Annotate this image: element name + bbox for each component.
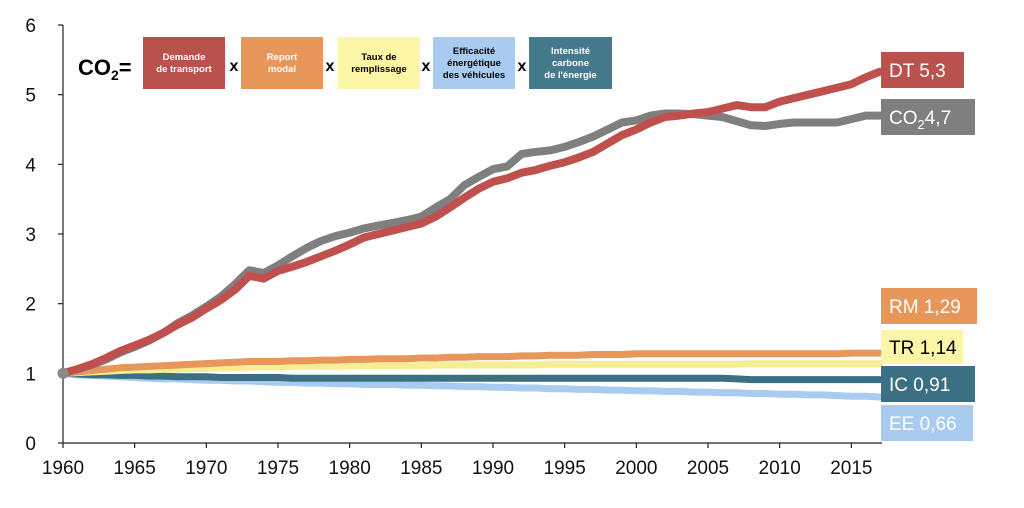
factor-box-bg — [529, 37, 612, 89]
end-label-dt: DT 5,3 — [881, 52, 964, 88]
series-lines — [57, 67, 884, 401]
x-tick-label: 1980 — [329, 458, 371, 479]
factor-box-label: Demande — [163, 52, 206, 63]
factor-box-label: modal — [268, 64, 296, 75]
y-tick-label: 5 — [25, 86, 36, 107]
end-label-text: RM 1,29 — [889, 297, 961, 318]
y-tick-label: 1 — [25, 364, 36, 385]
y-tick-label: 4 — [25, 155, 36, 176]
chart-axes: 0 1 2 3 4 5 6 1960 1965 1970 1975 1980 1985 1990 1995 2… — [25, 16, 882, 479]
y-tick-label: 3 — [25, 225, 36, 246]
end-label-text: TR 1,14 — [889, 338, 957, 359]
y-tick-label: 6 — [25, 16, 36, 37]
factor-box-label: énergétique — [447, 58, 501, 69]
end-label-tr: TR 1,14 — [881, 330, 963, 364]
end-label-bg — [881, 405, 973, 441]
factor-box-bg — [338, 37, 420, 89]
factor-box-bg — [143, 37, 225, 89]
factor-box-label: carbone — [552, 58, 589, 69]
factor-box-label: des véhicules — [443, 70, 505, 81]
multiply-sign: x — [518, 58, 527, 75]
end-label-bg — [881, 52, 964, 88]
x-tick-label: 1995 — [544, 458, 586, 479]
factor-box-label: remplissage — [351, 64, 406, 75]
x-tick-label: 1965 — [114, 458, 156, 479]
y-tick-label: 0 — [25, 434, 36, 455]
multiply-sign: x — [422, 58, 431, 75]
series-line-dt — [59, 67, 884, 378]
end-label-bg — [881, 330, 963, 364]
x-tick-label: 1960 — [42, 458, 84, 479]
end-label-bg — [881, 99, 975, 135]
end-label-text: IC 0,91 — [889, 375, 950, 396]
end-label-text: EE 0,66 — [889, 414, 957, 435]
factor-box-bg — [241, 37, 323, 89]
formula-co2-label: CO2= — [78, 55, 132, 83]
end-label-co2: CO24,7 — [881, 99, 975, 135]
multiply-sign: x — [326, 58, 335, 75]
series-line-co2 — [59, 109, 884, 378]
factor-box-label: de l'énergie — [544, 70, 596, 81]
x-tick-label: 2010 — [759, 458, 801, 479]
factor-box-label: Efficacité — [453, 46, 495, 57]
series-line-ic — [59, 369, 884, 384]
end-label-bg — [881, 366, 975, 402]
x-tick-label: 1970 — [185, 458, 227, 479]
series-line-rm — [59, 349, 884, 377]
multiply-sign: x — [230, 58, 239, 75]
x-tick-label: 1975 — [257, 458, 299, 479]
x-tick-label: 1985 — [400, 458, 442, 479]
end-label-ic: IC 0,91 — [881, 366, 975, 402]
x-tick-label: 2015 — [830, 458, 872, 479]
series-end-labels: DT 5,3 CO24,7 RM 1,29 TR 1,14 IC 0,91 EE 0,66 — [881, 52, 977, 441]
factor-box-label: de transport — [156, 64, 212, 75]
x-tick-label: 1990 — [472, 458, 514, 479]
origin-point — [57, 367, 69, 379]
y-tick-label: 2 — [25, 295, 36, 316]
series-line-tr — [59, 360, 884, 377]
end-label-text: DT 5,3 — [889, 61, 946, 82]
factor-box-label: Taux de — [361, 52, 396, 63]
factor-box-label: Report — [267, 52, 298, 63]
x-tick-label: 2000 — [615, 458, 657, 479]
factor-box-bg — [433, 37, 515, 89]
end-label-bg — [881, 288, 977, 324]
end-label-ee: EE 0,66 — [881, 405, 973, 441]
x-tick-label: 2005 — [687, 458, 729, 479]
factor-box-label: Intensité — [551, 46, 590, 57]
end-label-rm: RM 1,29 — [881, 288, 977, 324]
